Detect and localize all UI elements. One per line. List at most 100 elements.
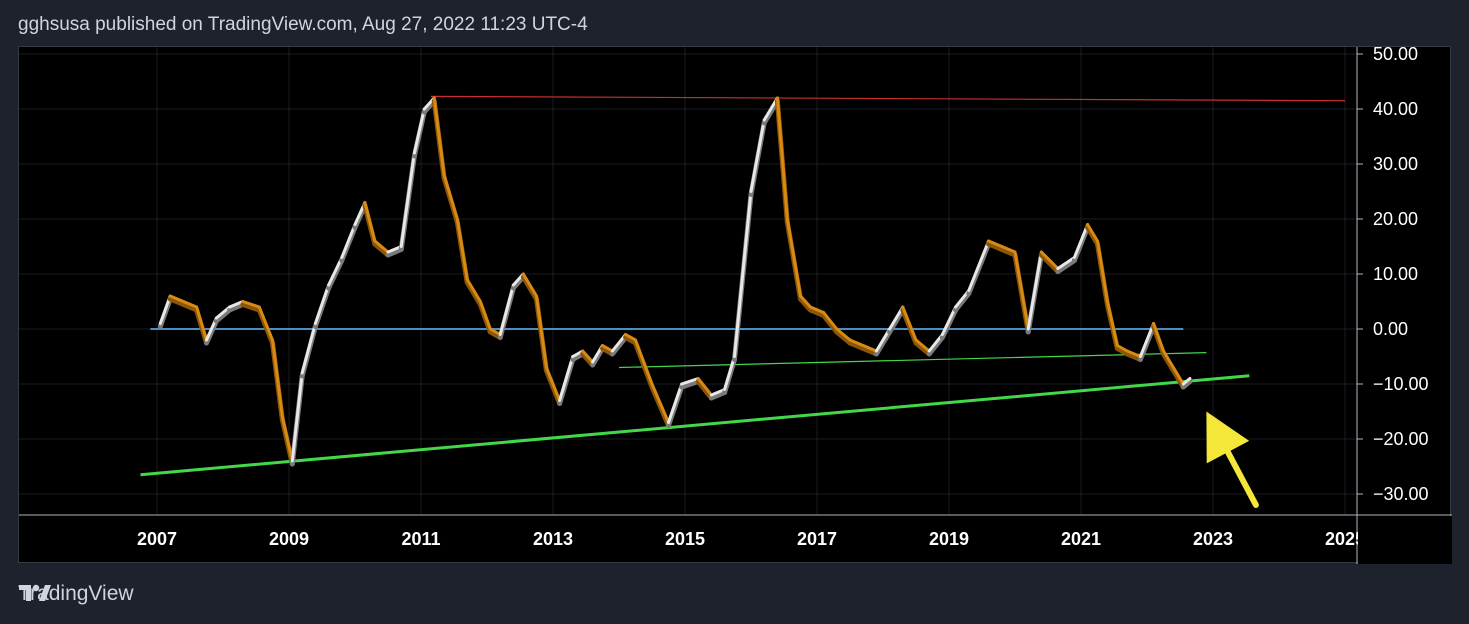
price-segment bbox=[168, 294, 185, 303]
axis-corner bbox=[1358, 516, 1452, 564]
price-segment bbox=[535, 294, 548, 369]
x-tick-label: 2023 bbox=[1193, 529, 1233, 549]
y-tick-label: 10.00 bbox=[1373, 264, 1418, 284]
price-segment bbox=[412, 107, 426, 155]
price-segment bbox=[634, 338, 654, 386]
price-segment bbox=[723, 355, 736, 391]
x-tick-label: 2021 bbox=[1061, 529, 1101, 549]
price-segment bbox=[775, 96, 789, 221]
price-segment bbox=[300, 322, 317, 375]
arrow-head bbox=[1206, 411, 1250, 464]
price-segment bbox=[987, 239, 1004, 248]
price-band-segment bbox=[953, 291, 972, 313]
trend-lines bbox=[140, 95, 1346, 477]
price-segment bbox=[327, 256, 344, 287]
price-segment bbox=[1162, 349, 1175, 369]
callout-arrow-layer bbox=[1206, 411, 1259, 508]
price-segment bbox=[432, 96, 446, 177]
price-segment bbox=[1056, 256, 1076, 270]
x-tick-label: 2019 bbox=[929, 529, 969, 549]
y-tick-label: 30.00 bbox=[1373, 154, 1418, 174]
resistance-line bbox=[430, 95, 1346, 102]
price-segment bbox=[1171, 366, 1185, 386]
price-band-segment bbox=[679, 379, 701, 390]
price-segment bbox=[399, 151, 416, 248]
price-segment bbox=[1152, 322, 1165, 353]
support-line-lower bbox=[140, 374, 1250, 477]
chart-grid bbox=[19, 47, 1357, 515]
price-band-segment bbox=[464, 280, 483, 307]
y-tick-label: −30.00 bbox=[1373, 484, 1429, 504]
price-chart[interactable]: 50.00 40.00 30.00 20.00 10.00 0.00 −10.00 −20.0… bbox=[19, 47, 1452, 564]
price-segment bbox=[667, 382, 684, 424]
price-segment bbox=[488, 327, 502, 336]
price-segment bbox=[835, 327, 852, 342]
x-tick-label: 2009 bbox=[269, 529, 309, 549]
chart-panel[interactable]: 50.00 40.00 30.00 20.00 10.00 0.00 −10.00 −20.0… bbox=[18, 46, 1452, 564]
price-series bbox=[157, 96, 1193, 467]
time-axis: 2007 2009 2011 2013 2015 2017 2019 2021 2023 2025 bbox=[19, 514, 1452, 564]
tradingview-logo[interactable]: TradingView bbox=[18, 582, 134, 606]
price-segment bbox=[571, 349, 585, 358]
price-segment bbox=[581, 349, 595, 364]
x-tick-label: 2011 bbox=[401, 529, 440, 549]
price-segment bbox=[861, 344, 878, 353]
price-segment bbox=[1105, 300, 1119, 347]
price-segment bbox=[848, 338, 865, 347]
price-segment bbox=[544, 366, 562, 402]
price-band-segment bbox=[873, 329, 893, 357]
price-band-segment bbox=[926, 335, 945, 357]
price-segment bbox=[1115, 344, 1129, 353]
price-segment bbox=[1026, 250, 1043, 331]
x-tick-label: 2015 bbox=[665, 529, 705, 549]
price-segment bbox=[313, 283, 331, 325]
price-segment bbox=[1013, 250, 1030, 331]
price-band-segment bbox=[1055, 258, 1077, 274]
price-segment bbox=[785, 217, 802, 298]
price-segment bbox=[696, 377, 713, 397]
price-band-segment bbox=[695, 379, 714, 401]
price-band-segment bbox=[240, 302, 262, 313]
price-segment bbox=[228, 300, 245, 309]
price-segment bbox=[257, 305, 274, 342]
price-segment bbox=[822, 311, 839, 331]
price-band-segment bbox=[372, 241, 391, 258]
publisher-attribution: gghsusa published on TradingView.com, Au… bbox=[18, 14, 588, 35]
y-tick-label: −10.00 bbox=[1373, 374, 1429, 394]
price-segment bbox=[601, 344, 614, 353]
price-segment bbox=[280, 415, 294, 463]
price-segment bbox=[271, 338, 284, 419]
price-segment bbox=[650, 382, 670, 424]
price-segment bbox=[940, 305, 958, 336]
price-segment bbox=[914, 338, 931, 353]
y-tick-label: −20.00 bbox=[1373, 429, 1429, 449]
price-segment bbox=[241, 300, 261, 309]
price-band-segment bbox=[1038, 252, 1061, 274]
price-segment bbox=[1125, 349, 1142, 358]
price-band-segment bbox=[913, 340, 932, 357]
price-band-segment bbox=[520, 274, 539, 302]
price-segment bbox=[901, 305, 918, 342]
price-segment bbox=[363, 201, 377, 243]
price-segment bbox=[465, 278, 482, 303]
price-band-segment bbox=[821, 313, 840, 335]
price-segment bbox=[749, 118, 766, 193]
price-segment bbox=[340, 223, 357, 259]
price-segment bbox=[709, 388, 727, 397]
price-segment bbox=[808, 305, 826, 314]
price-band-segment bbox=[834, 329, 853, 346]
price-band-segment bbox=[1085, 225, 1100, 247]
price-segment bbox=[373, 239, 390, 254]
x-tick-label: 2007 bbox=[137, 529, 177, 549]
price-segment bbox=[498, 283, 515, 336]
price-band-segment bbox=[609, 335, 629, 357]
price-segment bbox=[521, 272, 538, 298]
price-segment bbox=[733, 190, 753, 358]
price-segment bbox=[1072, 223, 1090, 259]
tradingview-logo-icon bbox=[19, 584, 51, 601]
price-band-segment bbox=[1180, 379, 1193, 390]
price-axis: 50.00 40.00 30.00 20.00 10.00 0.00 −10.00 −20.0… bbox=[1356, 47, 1429, 564]
y-tick-label: 0.00 bbox=[1373, 319, 1408, 339]
price-segment bbox=[478, 300, 492, 331]
price-segment bbox=[1138, 322, 1156, 358]
